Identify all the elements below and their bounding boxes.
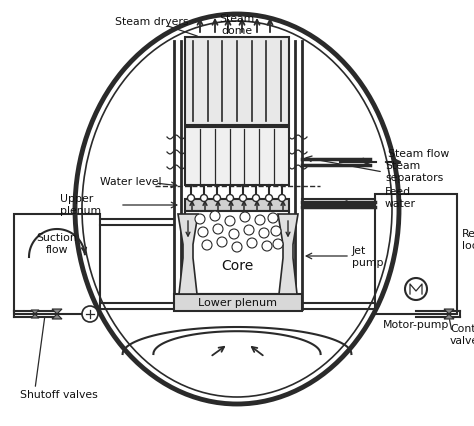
Circle shape — [202, 240, 212, 250]
Bar — [185, 199, 289, 211]
Circle shape — [255, 216, 265, 225]
Polygon shape — [444, 309, 454, 314]
Circle shape — [198, 227, 208, 237]
Circle shape — [232, 242, 242, 253]
Circle shape — [225, 216, 235, 227]
Circle shape — [82, 306, 98, 322]
Bar — [185, 128, 289, 186]
Bar — [14, 215, 100, 314]
Polygon shape — [31, 314, 39, 318]
Text: Upper
plenum: Upper plenum — [60, 194, 101, 215]
Text: Feed
water: Feed water — [385, 187, 416, 208]
Bar — [185, 38, 289, 126]
Text: Core: Core — [221, 258, 253, 272]
Circle shape — [262, 242, 272, 251]
Polygon shape — [52, 309, 62, 314]
Circle shape — [195, 215, 205, 225]
Polygon shape — [178, 215, 198, 294]
Circle shape — [201, 195, 208, 202]
Circle shape — [239, 195, 246, 202]
Circle shape — [188, 195, 194, 202]
Circle shape — [227, 195, 234, 202]
Circle shape — [265, 195, 273, 202]
Text: Motor-pump: Motor-pump — [383, 319, 449, 329]
Circle shape — [268, 213, 278, 224]
Circle shape — [247, 239, 257, 248]
Text: Shutoff valves: Shutoff valves — [20, 389, 98, 399]
Circle shape — [210, 211, 220, 222]
Text: Jet
pump: Jet pump — [352, 246, 383, 267]
Circle shape — [273, 239, 283, 249]
Text: Steam dryers: Steam dryers — [115, 17, 189, 27]
Ellipse shape — [75, 15, 399, 404]
Text: Lower plenum: Lower plenum — [198, 298, 276, 308]
Polygon shape — [31, 310, 39, 314]
Circle shape — [240, 213, 250, 222]
Bar — [185, 211, 289, 294]
Text: Water level: Water level — [100, 177, 162, 187]
Polygon shape — [52, 314, 62, 319]
Text: Steam flow: Steam flow — [388, 149, 449, 158]
Circle shape — [229, 230, 239, 239]
Text: Suction
flow: Suction flow — [36, 233, 77, 254]
Text: Recircultaion
loop: Recircultaion loop — [462, 229, 474, 250]
Circle shape — [405, 278, 427, 300]
Circle shape — [213, 225, 223, 234]
Circle shape — [259, 228, 269, 239]
Bar — [174, 294, 302, 311]
Circle shape — [253, 195, 259, 202]
Circle shape — [244, 225, 254, 236]
Text: Steam
dome: Steam dome — [219, 14, 255, 35]
Bar — [375, 195, 457, 314]
Text: Control
valve: Control valve — [450, 323, 474, 345]
Text: Steam
separators: Steam separators — [385, 161, 443, 182]
Polygon shape — [444, 314, 454, 319]
Circle shape — [217, 237, 227, 248]
Circle shape — [213, 195, 220, 202]
Circle shape — [271, 227, 281, 236]
Polygon shape — [278, 215, 298, 294]
Circle shape — [279, 195, 285, 202]
